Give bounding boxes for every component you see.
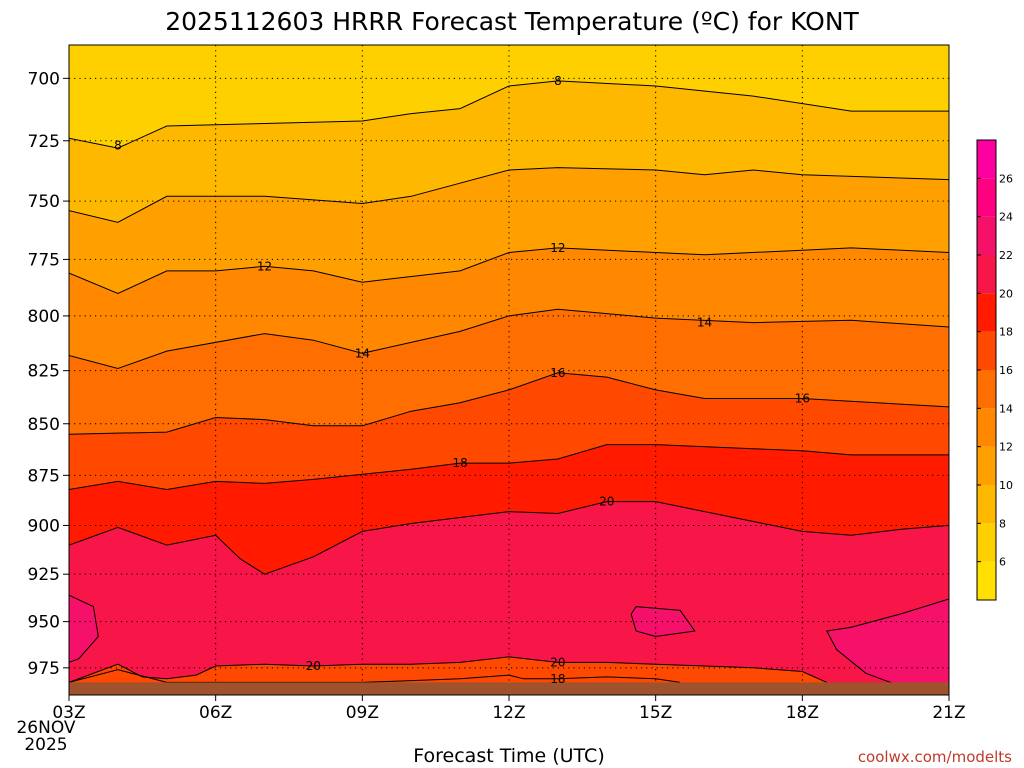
contour-line-22-8 — [630, 606, 696, 638]
y-axis-ticks: 700 725 750 775 800 825 850 875 900 925 950 975 — [28, 69, 69, 679]
contour-label-14: 14 — [355, 346, 370, 360]
colorbar-band-4 — [977, 561, 996, 600]
colorbar-band-22 — [977, 216, 996, 255]
x-tick-label: 09Z — [346, 703, 379, 723]
contour-label-18: 18 — [452, 456, 467, 470]
x-axis-title: Forecast Time (UTC) — [413, 745, 604, 767]
contour-label-16: 16 — [795, 391, 810, 405]
contour-line-20-10 — [69, 656, 828, 683]
contour-label-8: 8 — [114, 139, 122, 153]
contour-label-16: 16 — [550, 366, 565, 380]
colorbar-tick-label: 20 — [999, 287, 1013, 300]
y-tick-label: 775 — [28, 250, 60, 270]
y-tick-label: 925 — [28, 565, 60, 585]
contour-line-22-7 — [69, 594, 99, 663]
contour-label-20: 20 — [599, 495, 614, 509]
contour-label-18: 18 — [550, 672, 565, 686]
contour-line-12-2 — [69, 247, 949, 295]
chart-title: 2025112603 HRRR Forecast Temperature (ºC… — [165, 7, 859, 36]
colorbar-tick-label: 16 — [999, 364, 1013, 377]
colorbar-band-26 — [977, 140, 996, 179]
plot-area: 8 8 12 12 14 14 16 16 18 20 20 20 18 — [69, 45, 949, 695]
contour-label-12: 12 — [550, 241, 565, 255]
y-tick-label: 950 — [28, 613, 60, 633]
x-tick-label: 12Z — [492, 703, 525, 723]
y-tick-label: 975 — [28, 659, 60, 679]
y-tick-label: 750 — [28, 192, 60, 212]
temperature-fill-bands — [69, 45, 949, 695]
colorbar-band-20 — [977, 255, 996, 294]
band-fill-pocket-9 — [826, 599, 949, 686]
contour-label-8: 8 — [554, 74, 562, 88]
y-tick-label: 700 — [28, 69, 60, 89]
y-tick-label: 800 — [28, 307, 60, 327]
x-tick-label: 21Z — [932, 703, 965, 723]
y-tick-label: 725 — [28, 132, 60, 152]
colorbar-band-24 — [977, 178, 996, 217]
contour-label-12: 12 — [257, 259, 272, 273]
colorbar-tick-label: 22 — [999, 249, 1013, 262]
colorbar-band-6 — [977, 523, 996, 562]
x-tick-label: 15Z — [639, 703, 672, 723]
colorbar-tick-label: 14 — [999, 402, 1013, 415]
y-tick-label: 900 — [28, 516, 60, 536]
y-tick-label: 825 — [28, 362, 60, 382]
colorbar-band-14 — [977, 370, 996, 409]
band-fill-pocket-8 — [631, 606, 695, 637]
credit-link[interactable]: coolwx.com/modelts — [858, 748, 1012, 766]
contour-line-20-6 — [69, 501, 949, 575]
contour-label-20: 20 — [306, 659, 321, 673]
contour-label-14: 14 — [697, 316, 712, 330]
x-tick-label: 03Z — [52, 703, 85, 723]
colorbar-band-18 — [977, 293, 996, 332]
colorbar-tick-label: 12 — [999, 441, 1013, 454]
x-tick-label: 18Z — [786, 703, 819, 723]
colorbar-band-16 — [977, 331, 996, 370]
band-fill-below-8 — [69, 45, 949, 149]
colorbar: 6 8 10 12 14 16 18 20 22 24 26 — [976, 139, 1013, 601]
y-tick-label: 875 — [28, 466, 60, 486]
date-day-label: 26NOV — [16, 718, 75, 738]
contour-lines — [69, 80, 949, 687]
ground-surface — [69, 682, 949, 695]
contour-label-20: 20 — [550, 655, 565, 669]
grid-lines — [69, 45, 949, 695]
x-axis-ticks: 03Z 06Z 09Z 12Z 15Z 18Z 21Z — [52, 695, 966, 723]
contour-line-16-4 — [69, 372, 949, 435]
x-tick-label: 06Z — [199, 703, 232, 723]
colorbar-band-8 — [977, 485, 996, 524]
date-year-label: 2025 — [24, 735, 67, 755]
contour-line-18-5 — [69, 444, 949, 491]
colorbar-tick-label: 6 — [999, 556, 1006, 569]
contour-line-8-0 — [69, 80, 949, 149]
colorbar-band-12 — [977, 408, 996, 447]
contour-labels: 8 8 12 12 14 14 16 16 18 20 20 20 18 — [114, 74, 810, 686]
contour-line-14-3 — [69, 308, 949, 370]
colorbar-tick-label: 8 — [999, 517, 1006, 530]
colorbar-tick-label: 18 — [999, 326, 1013, 339]
colorbar-tick-label: 26 — [999, 172, 1013, 185]
colorbar-band-10 — [977, 446, 996, 485]
colorbar-tick-label: 24 — [999, 211, 1013, 224]
colorbar-tick-label: 10 — [999, 479, 1013, 492]
y-tick-label: 850 — [28, 415, 60, 435]
band-fill-pocket-7 — [69, 595, 99, 663]
